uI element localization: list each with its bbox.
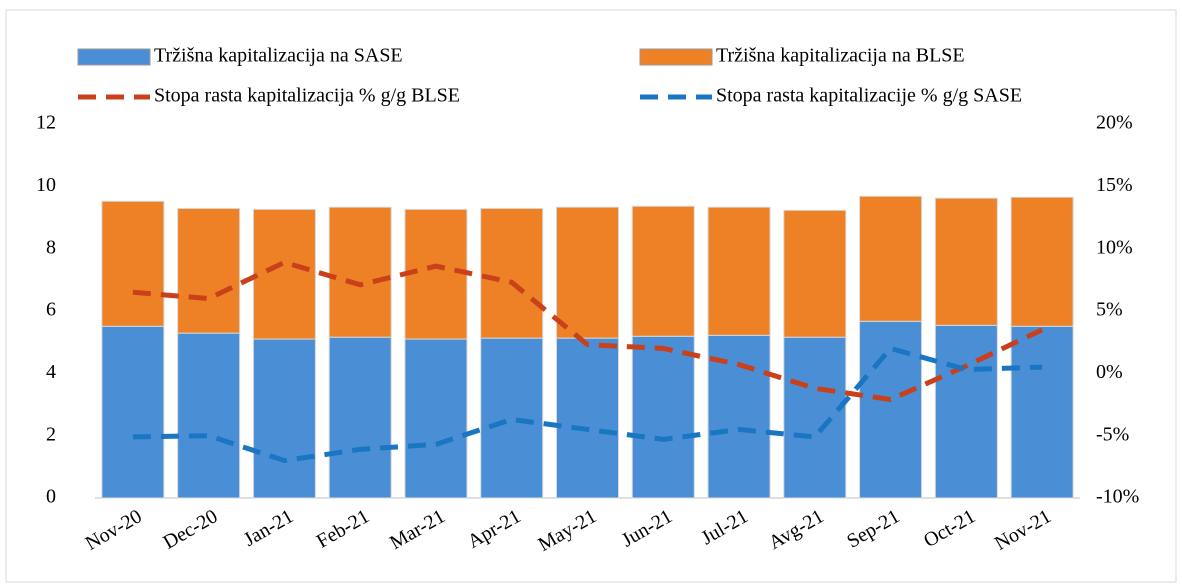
bar [556,206,619,339]
legend-swatch [77,48,151,66]
y-tick-label: 0 [46,486,56,508]
y2-tick-label: 0% [1096,361,1123,383]
y2-tick-label: 5% [1096,299,1123,321]
bar [631,205,695,337]
bar [859,195,923,322]
bar [783,209,847,338]
y2-tick-label: 10% [1096,236,1133,258]
bar [934,324,998,499]
bar [1010,325,1074,499]
legend-label: Tržišna kapitalizacija na BLSE [716,45,965,67]
legend-label: Stopa rasta kapitalizacije % g/g SASE [716,85,1022,107]
bar [480,337,544,499]
y2-tick-label: 15% [1096,174,1133,196]
y-tick-label: 2 [46,423,56,445]
bar [783,336,847,499]
bar [101,325,165,499]
legend-label: Tržišna kapitalizacija na SASE [154,45,403,67]
bar [328,336,392,499]
bar [404,208,468,340]
y-tick-label: 6 [46,299,56,321]
bar [859,320,923,499]
bar [177,207,241,334]
y-tick-label: 12 [36,112,56,134]
y-tick-label: 10 [36,174,56,196]
line-series [132,259,1044,403]
bar [631,335,695,499]
bar [1010,196,1074,327]
bar [556,337,619,499]
bar [101,200,165,327]
legend-label: Stopa rasta kapitalizacija % g/g BLSE [154,85,460,107]
bar [404,338,468,499]
y-tick-label: 4 [46,361,56,383]
bar [252,338,316,499]
bar [934,197,998,326]
y2-tick-label: -5% [1096,423,1129,445]
bar [328,206,392,338]
bar [480,207,544,339]
bar [177,332,241,499]
y2-tick-label: -10% [1096,486,1139,508]
bar [707,206,771,336]
bar [252,208,316,340]
legend-swatch [639,48,713,66]
y2-tick-label: 20% [1096,112,1133,134]
y-tick-label: 8 [46,236,56,258]
line-series [132,345,1043,464]
